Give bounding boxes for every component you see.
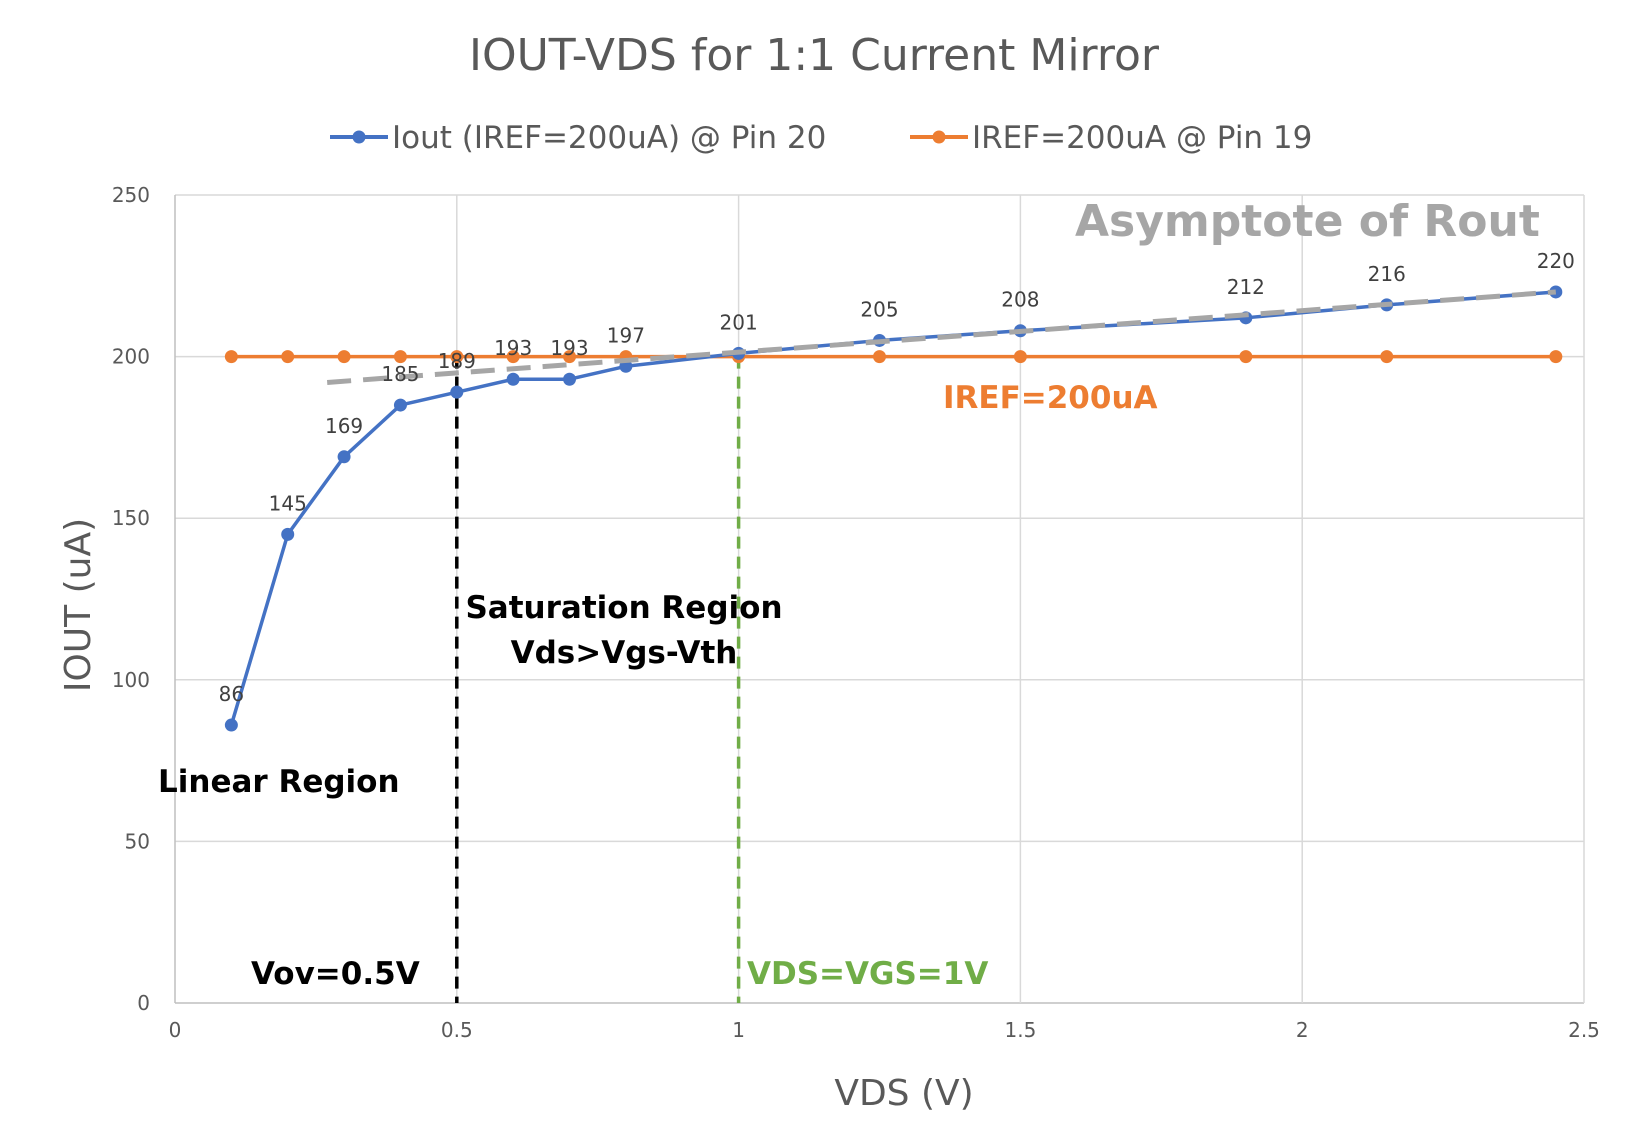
legend-label-iout: Iout (IREF=200uA) @ Pin 20 (392, 120, 826, 156)
data-label: 193 (494, 336, 532, 360)
data-label: 86 (219, 682, 244, 706)
y-tick-label: 0 (137, 991, 150, 1015)
data-label: 205 (860, 297, 898, 321)
data-point-iref (563, 350, 577, 364)
annotation-iref: IREF=200uA (943, 380, 1158, 416)
data-point-iout (506, 372, 520, 386)
data-label: 169 (325, 414, 363, 438)
data-point-iref (1239, 350, 1253, 364)
data-point-iout (281, 527, 295, 541)
annotation-sat1: Saturation Region (465, 590, 782, 626)
data-point-iref (450, 350, 464, 364)
x-tick-label: 0.5 (441, 1018, 473, 1042)
y-tick-label: 250 (112, 183, 150, 207)
data-point-iref (337, 350, 351, 364)
data-label: 201 (720, 310, 758, 334)
legend-marker-iout (352, 130, 366, 144)
data-point-iref (873, 350, 886, 364)
data-point-iref (1013, 350, 1027, 364)
data-point-iout (337, 450, 351, 464)
y-tick-label: 50 (125, 829, 150, 853)
data-point-iref (506, 350, 520, 364)
data-labels: 86 145 169 185 189 193 193 197 201 205 208 212 216 22… (219, 249, 1575, 706)
legend: Iout (IREF=200uA) @ Pin 20 IREF=200uA @ P… (330, 120, 1312, 156)
data-point-iref (1549, 350, 1563, 364)
annotation-sat2: Vds>Vgs-Vth (511, 635, 738, 671)
data-label: 185 (381, 362, 419, 386)
asymptote-line (326, 289, 1557, 385)
x-tick-label: 0 (169, 1018, 182, 1042)
data-point-iout (393, 398, 407, 412)
data-label: 197 (607, 323, 645, 347)
data-label: 193 (550, 336, 588, 360)
x-tick-label: 2.5 (1568, 1018, 1600, 1042)
data-label: 145 (269, 491, 307, 515)
data-label: 220 (1537, 249, 1575, 273)
data-point-iref (224, 350, 238, 364)
data-label: 212 (1227, 275, 1265, 299)
data-point-iref (1380, 350, 1394, 364)
x-tick-label: 2 (1296, 1018, 1309, 1042)
chart-title: IOUT-VDS for 1:1 Current Mirror (469, 30, 1160, 81)
data-point-iref (393, 350, 407, 364)
legend-marker-iref (932, 130, 946, 144)
data-label: 189 (438, 349, 476, 373)
legend-label-iref: IREF=200uA @ Pin 19 (972, 120, 1312, 156)
annotation-vdsvgs: VDS=VGS=1V (747, 956, 988, 992)
x-tick-label: 1 (732, 1018, 745, 1042)
annotations: Asymptote of Rout IREF=200uA Saturation Re… (158, 196, 1540, 992)
y-tick-label: 200 (112, 345, 150, 369)
data-point-iref (281, 350, 295, 364)
x-tick-label: 1.5 (1004, 1018, 1036, 1042)
data-label: 208 (1001, 288, 1039, 312)
y-tick-label: 150 (112, 506, 150, 530)
annotation-asymptote: Asymptote of Rout (1075, 196, 1540, 247)
y-axis-title: IOUT (uA) (58, 518, 99, 692)
annotation-vov: Vov=0.5V (251, 956, 420, 992)
tick-labels: 0 50 100 150 200 250 0 0.5 1 1.5 2 2.5 (112, 183, 1600, 1042)
x-axis-title: VDS (V) (834, 1073, 973, 1114)
plot-area (224, 285, 1563, 1003)
data-point-iout (563, 372, 577, 386)
data-point-iout (224, 718, 238, 732)
annotation-linear: Linear Region (158, 764, 400, 800)
data-label: 216 (1368, 262, 1406, 286)
y-tick-label: 100 (112, 668, 150, 692)
data-point-iout (450, 385, 464, 399)
